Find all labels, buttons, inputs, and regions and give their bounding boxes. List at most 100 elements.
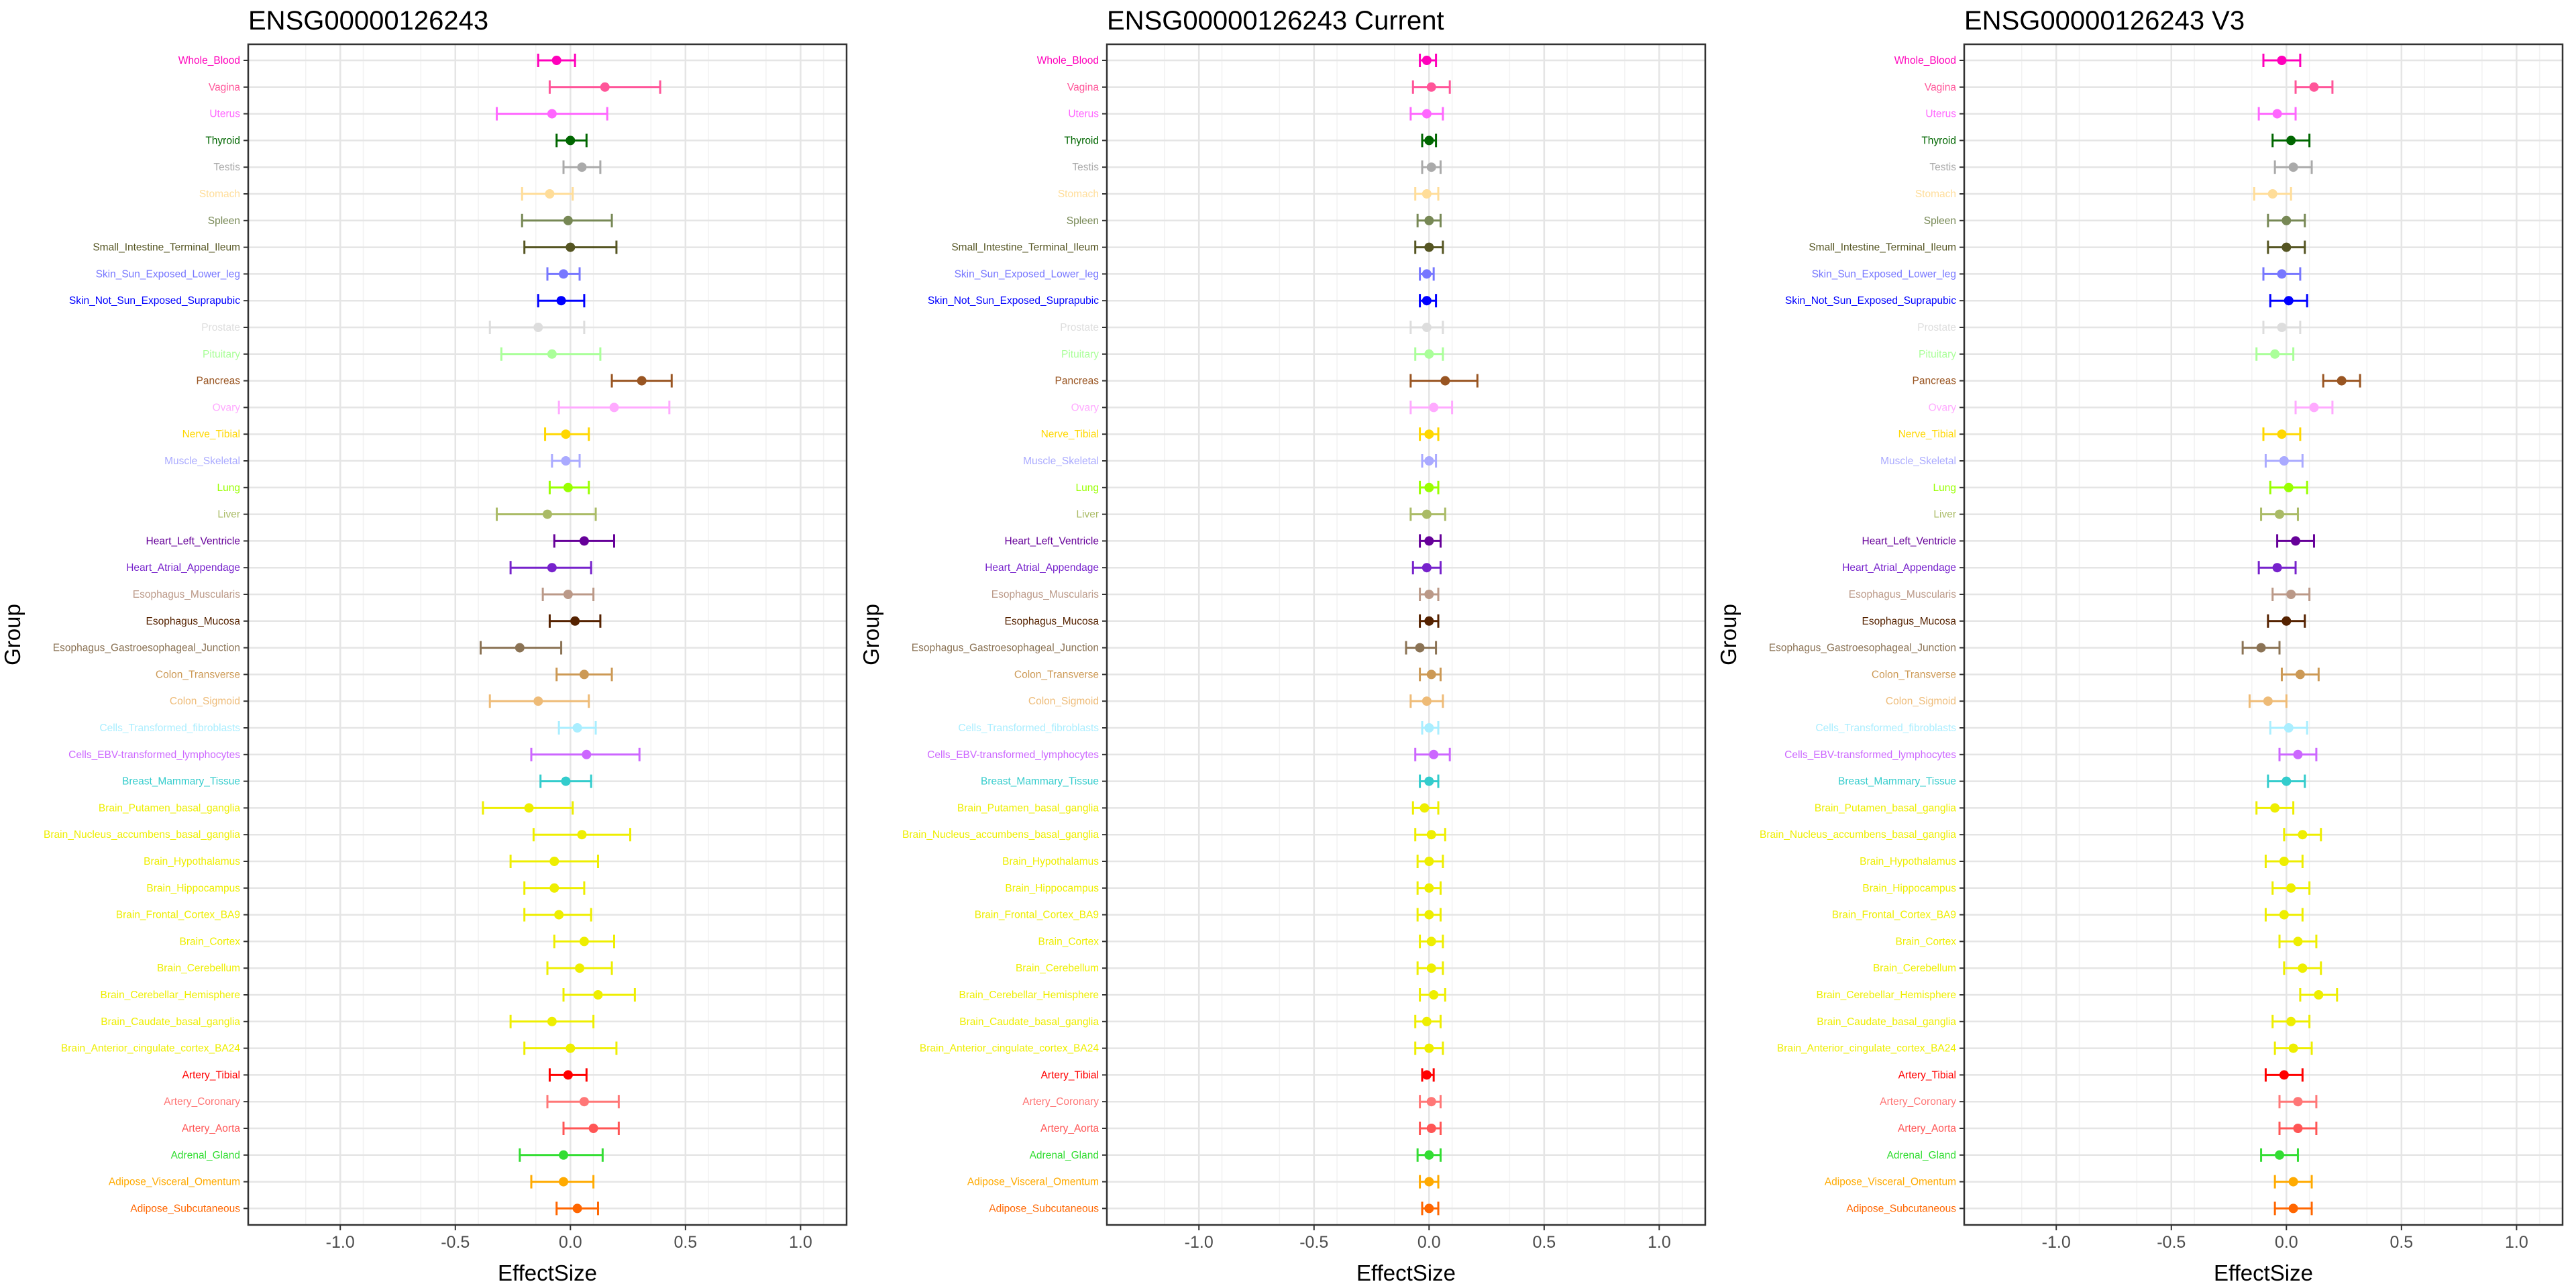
panel-1: Whole_Blood Vagina Uterus Thyroid Testis Stom… <box>0 6 848 1285</box>
y-tick-label-Skin_Not_Sun_Exposed_Suprapubic: Skin_Not_Sun_Exposed_Suprapubic <box>1785 295 1956 307</box>
point-Brain_Cortex <box>579 936 589 947</box>
point-Brain_Caudate_basal_ganglia <box>2286 1016 2296 1026</box>
y-tick-label-Small_Intestine_Terminal_Ileum: Small_Intestine_Terminal_Ileum <box>1809 242 1956 254</box>
point-Colon_Sigmoid <box>2263 696 2273 706</box>
point-Thyroid <box>2286 136 2296 146</box>
y-tick-label-Artery_Tibial: Artery_Tibial <box>182 1069 240 1081</box>
y-tick-label-Cells_EBV-transformed_lymphocytes: Cells_EBV-transformed_lymphocytes <box>927 749 1099 761</box>
point-Brain_Cerebellar_Hemisphere <box>2314 990 2324 1000</box>
y-tick-label-Brain_Nucleus_accumbens_basal_ganglia: Brain_Nucleus_accumbens_basal_ganglia <box>44 829 240 841</box>
y-tick-label-Brain_Hippocampus: Brain_Hippocampus <box>1862 883 1956 894</box>
point-Ovary <box>609 402 619 413</box>
x-tick-label: 0.5 <box>674 1233 697 1252</box>
point-Uterus <box>1421 109 1432 119</box>
y-tick-label-Brain_Nucleus_accumbens_basal_ganglia: Brain_Nucleus_accumbens_basal_ganglia <box>1760 829 1956 841</box>
y-tick-label-Brain_Cerebellar_Hemisphere: Brain_Cerebellar_Hemisphere <box>1817 989 1957 1001</box>
point-Muscle_Skeletal <box>1424 456 1434 466</box>
point-Colon_Sigmoid <box>1421 696 1432 706</box>
point-Esophagus_Mucosa <box>2282 616 2292 626</box>
point-Vagina <box>1426 82 1436 92</box>
y-axis-title: Group <box>1716 604 1741 665</box>
y-tick-label-Cells_Transformed_fibroblasts: Cells_Transformed_fibroblasts <box>958 722 1099 734</box>
x-tick-label: -1.0 <box>2042 1233 2071 1252</box>
y-tick-label-Artery_Aorta: Artery_Aorta <box>1898 1123 1956 1134</box>
point-Brain_Cortex <box>2293 936 2303 947</box>
y-tick-label-Brain_Cerebellum: Brain_Cerebellum <box>157 963 240 974</box>
panel-title: ENSG00000126243 Current <box>1107 6 1444 36</box>
y-tick-label-Thyroid: Thyroid <box>1064 135 1099 146</box>
point-Spleen <box>563 215 573 225</box>
y-tick-label-Brain_Cortex: Brain_Cortex <box>180 936 241 947</box>
x-axis-title: EffectSize <box>498 1260 597 1285</box>
y-tick-label-Brain_Hypothalamus: Brain_Hypothalamus <box>1002 856 1099 867</box>
y-tick-label-Thyroid: Thyroid <box>205 135 240 146</box>
y-tick-label-Ovary: Ovary <box>1071 402 1099 413</box>
y-tick-label-Skin_Not_Sun_Exposed_Suprapubic: Skin_Not_Sun_Exposed_Suprapubic <box>69 295 240 307</box>
y-tick-label-Colon_Transverse: Colon_Transverse <box>1014 669 1099 680</box>
point-Breast_Mammary_Tissue <box>561 776 571 786</box>
point-Skin_Not_Sun_Exposed_Suprapubic <box>2284 296 2294 306</box>
point-Pancreas <box>2337 376 2347 386</box>
y-tick-label-Esophagus_Mucosa: Esophagus_Mucosa <box>146 616 241 627</box>
y-tick-label-Esophagus_Muscularis: Esophagus_Muscularis <box>133 589 241 600</box>
y-tick-label-Nerve_Tibial: Nerve_Tibial <box>182 429 240 440</box>
y-tick-label-Breast_Mammary_Tissue: Breast_Mammary_Tissue <box>1838 776 1956 788</box>
point-Testis <box>2288 162 2298 172</box>
y-axis-title: Group <box>0 604 25 665</box>
point-Nerve_Tibial <box>1424 429 1434 439</box>
point-Vagina <box>2309 82 2319 92</box>
y-tick-label-Esophagus_Mucosa: Esophagus_Mucosa <box>1005 616 1099 627</box>
point-Brain_Anterior_cingulate_cortex_BA24 <box>1424 1043 1434 1053</box>
y-tick-label-Vagina: Vagina <box>1925 82 1956 93</box>
panel-2: Whole_Blood Vagina Uterus Thyroid Testis Stom… <box>859 6 1707 1285</box>
y-tick-label-Spleen: Spleen <box>1067 215 1099 227</box>
y-tick-label-Pituitary: Pituitary <box>1061 349 1099 360</box>
point-Thyroid <box>1424 136 1434 146</box>
y-tick-label-Brain_Caudate_basal_ganglia: Brain_Caudate_basal_ganglia <box>101 1016 240 1028</box>
y-tick-label-Esophagus_Gastroesophageal_Junction: Esophagus_Gastroesophageal_Junction <box>1769 643 1956 654</box>
y-tick-label-Brain_Hypothalamus: Brain_Hypothalamus <box>144 856 240 867</box>
point-Brain_Putamen_basal_ganglia <box>2270 803 2280 813</box>
y-tick-label-Adipose_Visceral_Omentum: Adipose_Visceral_Omentum <box>109 1177 240 1188</box>
point-Brain_Caudate_basal_ganglia <box>1421 1016 1432 1026</box>
point-Whole_Blood <box>2277 56 2287 65</box>
x-tick-label: 0.0 <box>2275 1233 2298 1252</box>
y-tick-label-Pancreas: Pancreas <box>197 376 241 387</box>
y-tick-label-Artery_Tibial: Artery_Tibial <box>1041 1069 1099 1081</box>
point-Stomach <box>1421 189 1432 199</box>
panel-title: ENSG00000126243 <box>248 6 488 36</box>
y-tick-label-Thyroid: Thyroid <box>1921 135 1956 146</box>
point-Cells_Transformed_fibroblasts <box>2284 723 2294 733</box>
y-tick-label-Muscle_Skeletal: Muscle_Skeletal <box>164 455 240 467</box>
point-Adrenal_Gland <box>1424 1150 1434 1160</box>
y-tick-label-Prostate: Prostate <box>1060 322 1099 333</box>
y-tick-label-Artery_Coronary: Artery_Coronary <box>1880 1096 1956 1108</box>
y-tick-label-Brain_Hippocampus: Brain_Hippocampus <box>146 883 240 894</box>
point-Adipose_Subcutaneous <box>2288 1203 2298 1214</box>
point-Skin_Not_Sun_Exposed_Suprapubic <box>556 296 566 306</box>
y-tick-label-Brain_Anterior_cingulate_cortex_BA24: Brain_Anterior_cingulate_cortex_BA24 <box>920 1043 1099 1055</box>
point-Spleen <box>1424 215 1434 225</box>
panels-layer: Whole_Blood Vagina Uterus Thyroid Testis Stom… <box>0 6 2564 1285</box>
x-tick-label: -0.5 <box>441 1233 470 1252</box>
y-tick-label-Vagina: Vagina <box>209 82 240 93</box>
y-tick-label-Adipose_Visceral_Omentum: Adipose_Visceral_Omentum <box>1825 1177 1956 1188</box>
y-tick-label-Lung: Lung <box>217 482 240 494</box>
point-Ovary <box>1429 402 1439 413</box>
point-Nerve_Tibial <box>561 429 571 439</box>
y-tick-label-Pituitary: Pituitary <box>1919 349 1956 360</box>
point-Adipose_Subcutaneous <box>1424 1203 1434 1214</box>
point-Pituitary <box>2270 349 2280 359</box>
y-tick-label-Whole_Blood: Whole_Blood <box>1037 55 1099 66</box>
y-tick-label-Brain_Cerebellum: Brain_Cerebellum <box>1016 963 1099 974</box>
point-Adipose_Visceral_Omentum <box>2288 1177 2298 1187</box>
point-Skin_Sun_Exposed_Lower_leg <box>559 269 569 279</box>
panel-background <box>1107 44 1705 1225</box>
y-tick-label-Colon_Sigmoid: Colon_Sigmoid <box>1886 696 1956 707</box>
y-tick-label-Lung: Lung <box>1076 482 1099 494</box>
point-Prostate <box>533 323 543 332</box>
point-Esophagus_Gastroesophageal_Junction <box>1415 643 1425 653</box>
y-tick-label-Adrenal_Gland: Adrenal_Gland <box>171 1150 240 1161</box>
y-tick-label-Heart_Atrial_Appendage: Heart_Atrial_Appendage <box>126 562 240 574</box>
point-Colon_Transverse <box>2295 669 2305 680</box>
